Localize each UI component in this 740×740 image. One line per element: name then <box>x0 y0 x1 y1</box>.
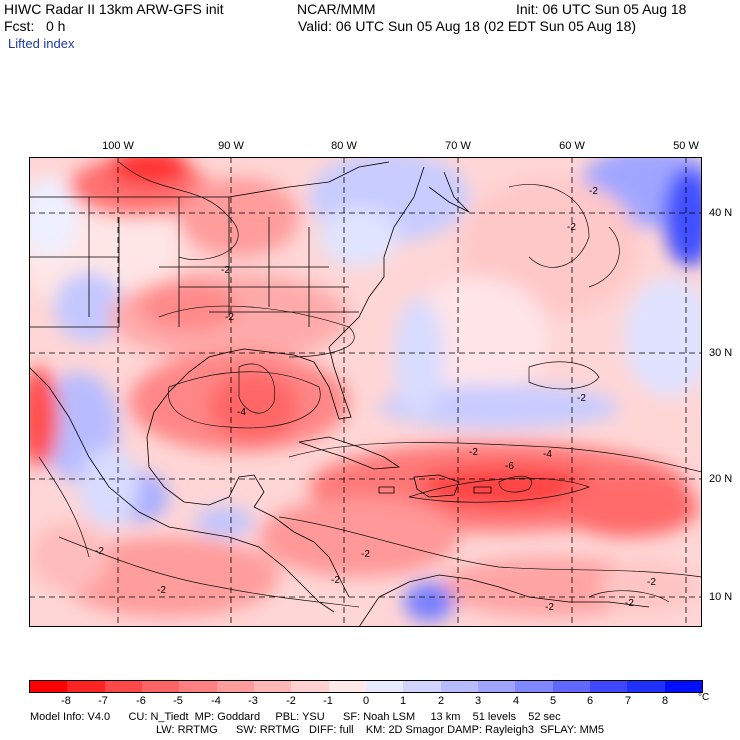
model-info-line2: LW: RRTMG SW: RRTMG DIFF: full KM: 2D Sm… <box>156 724 605 736</box>
lon-label: 80 W <box>331 140 357 152</box>
product-title: HIWC Radar II 13km ARW-GFS init <box>4 1 224 17</box>
colorbar-cell <box>291 681 329 692</box>
map-frame <box>29 157 702 627</box>
lon-label: 70 W <box>445 140 471 152</box>
colorbar-cell <box>664 681 702 692</box>
colorbar-tick: 6 <box>586 695 594 707</box>
colorbar-cell <box>30 681 68 692</box>
contour-label: -4 <box>237 407 246 418</box>
colorbar-cell <box>253 681 292 692</box>
contour-label: -2 <box>469 447 478 458</box>
colorbar <box>29 680 703 693</box>
lon-label: 50 W <box>673 140 699 152</box>
colorbar-tick: 5 <box>549 695 557 707</box>
contour-label: -2 <box>221 265 230 276</box>
colorbar-tick: 2 <box>437 695 445 707</box>
valid-time: Valid: 06 UTC Sun 05 Aug 18 (02 EDT Sun … <box>298 18 637 34</box>
colorbar-tick: -5 <box>173 695 183 707</box>
lifted-index-map: -2 -2 -2 -2 -2 -4 -4 -6 -2 -2 -2 -2 -2 -… <box>29 157 702 627</box>
colorbar-cell <box>515 681 553 692</box>
colorbar-tick: -7 <box>98 695 108 707</box>
contour-label: -2 <box>225 312 234 323</box>
lat-lon-grid <box>29 157 702 627</box>
lon-label: 90 W <box>218 140 244 152</box>
lat-label: 30 N <box>709 347 733 359</box>
colorbar-tick: 1 <box>399 695 407 707</box>
lat-label: 40 N <box>709 207 733 219</box>
lon-label: 100 W <box>102 140 134 152</box>
colorbar-cell <box>552 681 590 692</box>
model-info-line1: Model Info: V4.0 CU: N_Tiedt MP: Goddard… <box>30 711 561 723</box>
colorbar-cell <box>216 681 254 692</box>
contour-label: -2 <box>577 393 586 404</box>
forecast-hour: Fcst: 0 h <box>4 18 66 34</box>
colorbar-tick: 7 <box>624 695 632 707</box>
contour-label: -2 <box>625 598 634 609</box>
lat-label: 10 N <box>709 591 733 603</box>
colorbar-cell <box>589 681 628 692</box>
colorbar-tick: -8 <box>61 695 71 707</box>
colorbar-tick: 8 <box>661 695 669 707</box>
contour-label: -2 <box>589 186 598 197</box>
contour-label: -2 <box>545 602 554 613</box>
colorbar-cell <box>67 681 105 692</box>
colorbar-cell <box>477 681 516 692</box>
contour-label: -6 <box>505 461 514 472</box>
contour-label: -2 <box>361 549 370 560</box>
colorbar-cell <box>328 681 366 692</box>
init-time: Init: 06 UTC Sun 05 Aug 18 <box>516 1 687 17</box>
colorbar-cell <box>403 681 441 692</box>
colorbar-cell <box>627 681 665 692</box>
colorbar-tick: -3 <box>248 695 258 707</box>
lifted-index-shading <box>29 157 702 622</box>
colorbar-cell <box>440 681 478 692</box>
lon-label: 60 W <box>559 140 585 152</box>
contour-label: -2 <box>157 585 166 596</box>
colorbar-tick: 0 <box>362 695 370 707</box>
colorbar-cell <box>141 681 180 692</box>
colorbar-cell <box>104 681 142 692</box>
colorbar-tick: -4 <box>211 695 221 707</box>
contour-label: -2 <box>95 546 104 557</box>
contour-label: -2 <box>331 575 340 586</box>
contour-labels: -2 -2 -2 -2 -2 -4 -4 -6 -2 -2 -2 -2 -2 -… <box>95 186 656 613</box>
colorbar-tick: -6 <box>136 695 146 707</box>
colorbar-unit: °C <box>698 692 710 703</box>
contour-label: -2 <box>647 577 656 588</box>
colorbar-tick: -1 <box>323 695 333 707</box>
lat-label: 20 N <box>709 473 733 485</box>
country-borders <box>29 161 650 627</box>
field-name: Lifted index <box>8 36 75 51</box>
colorbar-tick: 3 <box>474 695 482 707</box>
colorbar-tick: -2 <box>286 695 296 707</box>
source-label: NCAR/MMM <box>297 1 376 17</box>
colorbar-cell <box>365 681 404 692</box>
colorbar-cell <box>179 681 217 692</box>
contour-label: -4 <box>543 449 552 460</box>
colorbar-tick: 4 <box>512 695 520 707</box>
